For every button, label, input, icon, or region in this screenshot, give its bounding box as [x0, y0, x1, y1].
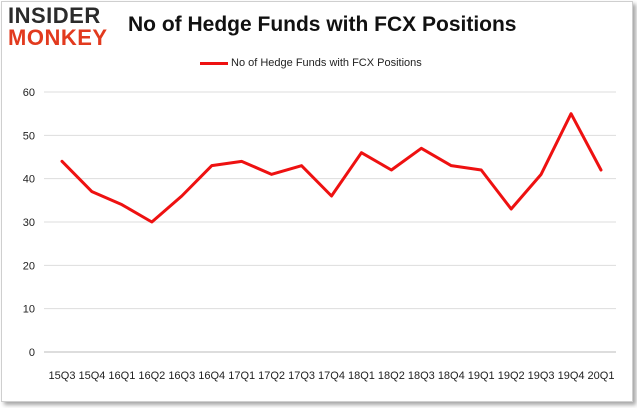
y-tick-label: 20 — [23, 260, 35, 272]
x-tick-label: 16Q3 — [168, 370, 195, 382]
y-tick-label: 60 — [23, 87, 35, 99]
legend-swatch — [200, 61, 228, 65]
x-tick-label: 19Q4 — [558, 370, 585, 382]
x-tick-label: 15Q4 — [78, 370, 105, 382]
x-tick-label: 17Q2 — [258, 370, 285, 382]
chart-title: No of Hedge Funds with FCX Positions — [128, 13, 517, 36]
y-tick-label: 0 — [29, 347, 35, 359]
insider-monkey-logo: INSIDER MONKEY — [8, 5, 112, 51]
logo-text-top: INSIDER — [8, 3, 101, 28]
x-tick-label: 16Q1 — [108, 370, 135, 382]
x-tick-label: 19Q1 — [468, 370, 495, 382]
y-tick-label: 30 — [23, 217, 35, 229]
x-tick-label: 17Q4 — [318, 370, 345, 382]
x-tick-label: 18Q1 — [348, 370, 375, 382]
x-tick-label: 18Q3 — [408, 370, 435, 382]
x-tick-label: 17Q1 — [228, 370, 255, 382]
logo-text-bottom: MONKEY — [8, 25, 108, 50]
x-tick-label: 19Q3 — [528, 370, 555, 382]
x-tick-label: 18Q2 — [378, 370, 405, 382]
x-tick-label: 19Q2 — [498, 370, 525, 382]
chart-legend: No of Hedge Funds with FCX Positions — [200, 57, 422, 69]
series-line — [60, 112, 603, 224]
x-tick-label: 18Q4 — [438, 370, 465, 382]
y-tick-label: 10 — [23, 304, 35, 316]
x-tick-label: 16Q2 — [138, 370, 165, 382]
x-tick-label: 20Q1 — [588, 370, 615, 382]
legend-label: No of Hedge Funds with FCX Positions — [231, 57, 422, 69]
x-tick-label: 15Q3 — [49, 370, 76, 382]
y-tick-label: 50 — [23, 130, 35, 142]
chart-frame — [1, 1, 633, 402]
x-tick-label: 17Q3 — [288, 370, 315, 382]
y-tick-label: 40 — [23, 174, 35, 186]
x-tick-label: 16Q4 — [198, 370, 225, 382]
